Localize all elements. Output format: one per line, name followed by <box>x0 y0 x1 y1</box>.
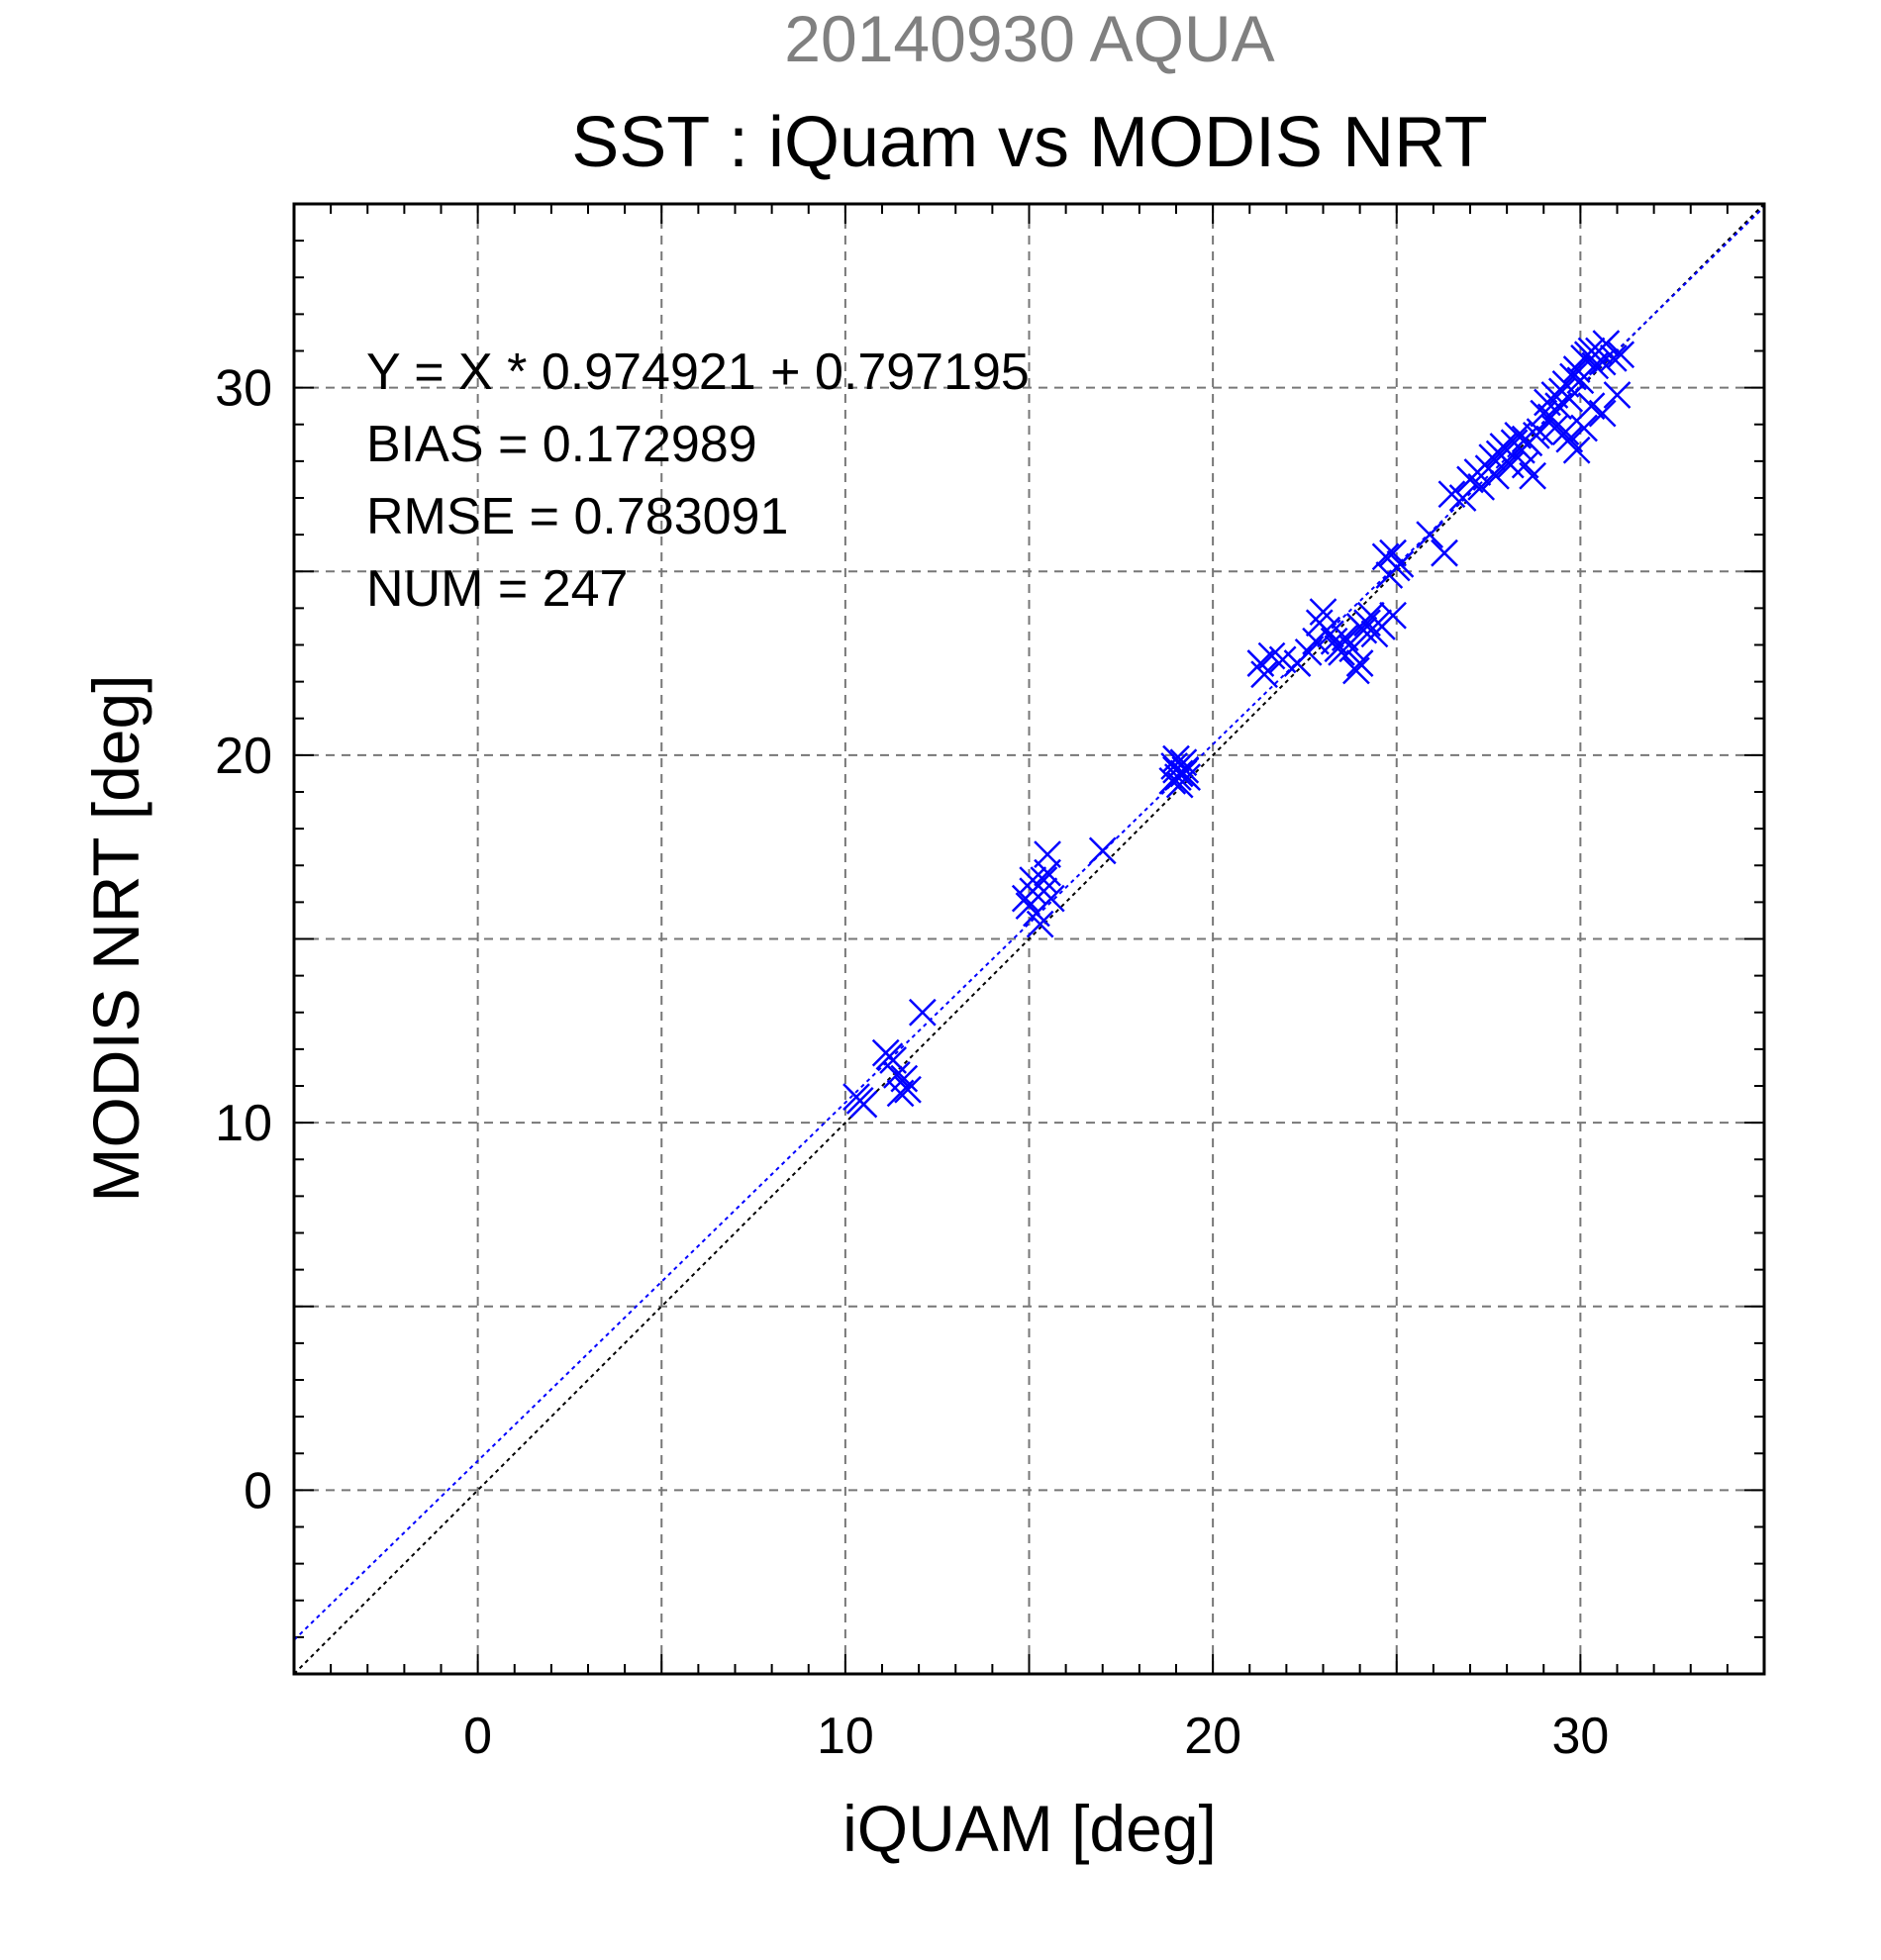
y-tick-label: 10 <box>215 1095 272 1152</box>
data-point <box>1026 910 1054 938</box>
data-point <box>882 1060 911 1089</box>
data-point <box>1257 641 1286 670</box>
stats-line-num: NUM = 247 <box>366 560 628 618</box>
chart-title: SST : iQuam vs MODIS NRT <box>571 103 1488 182</box>
grid-lines <box>294 204 1764 1674</box>
data-point <box>1250 660 1278 689</box>
data-points <box>842 330 1635 1119</box>
plot-frame <box>292 202 1766 1676</box>
data-point <box>1345 649 1374 677</box>
stats-line-bias: BIAS = 0.172989 <box>366 416 757 473</box>
x-tick-label: 10 <box>817 1708 874 1765</box>
data-point <box>1416 521 1444 549</box>
stats-line-rmse: RMSE = 0.783091 <box>366 488 788 545</box>
y-tick-label: 0 <box>244 1462 272 1519</box>
data-point <box>1034 858 1061 887</box>
data-point <box>1309 598 1337 626</box>
stats-line-fit: Y = X * 0.974921 + 0.797195 <box>366 343 1030 401</box>
tick-labels: 0 10 20 30 0 10 20 30 <box>215 360 1609 1765</box>
data-point <box>1088 836 1117 865</box>
data-point <box>1540 414 1569 442</box>
data-point <box>1603 381 1632 409</box>
y-axis-label: MODIS NRT [deg] <box>79 674 152 1202</box>
data-point <box>886 1079 915 1108</box>
data-point <box>1570 414 1598 442</box>
identity-line <box>293 203 1765 1675</box>
y-tick-label: 20 <box>215 728 272 785</box>
stats-annotation: Y = X * 0.974921 + 0.797195 BIAS = 0.172… <box>366 343 1030 618</box>
x-tick-label: 20 <box>1184 1708 1241 1765</box>
data-point <box>1349 616 1378 644</box>
data-point <box>1607 341 1635 369</box>
data-point <box>1530 399 1558 428</box>
data-point <box>1342 656 1370 685</box>
data-point <box>1171 755 1200 784</box>
x-axis-label: iQUAM [deg] <box>842 1792 1217 1865</box>
data-point <box>1448 484 1477 512</box>
data-point <box>1551 418 1580 446</box>
x-tick-label: 0 <box>463 1708 492 1765</box>
data-point <box>1165 770 1194 799</box>
data-point <box>1588 399 1617 428</box>
data-point <box>1511 450 1539 479</box>
data-point <box>1437 480 1466 509</box>
data-point <box>1467 472 1496 501</box>
chart-supertitle: 20140930 AQUA <box>784 2 1274 75</box>
data-point <box>1599 344 1628 372</box>
data-point <box>1386 549 1415 578</box>
data-point <box>1431 539 1458 567</box>
data-point <box>1379 601 1407 630</box>
data-point <box>1030 866 1058 894</box>
data-point <box>1030 877 1058 906</box>
data-point <box>908 998 937 1027</box>
data-point <box>1588 347 1617 376</box>
data-point <box>1592 330 1621 357</box>
data-point <box>1169 759 1198 788</box>
data-point <box>894 1075 922 1104</box>
data-point <box>1559 362 1587 391</box>
data-point <box>842 1083 870 1112</box>
x-tick-label: 30 <box>1551 1708 1609 1765</box>
data-point <box>1555 425 1584 453</box>
y-tick-label: 30 <box>215 360 272 418</box>
